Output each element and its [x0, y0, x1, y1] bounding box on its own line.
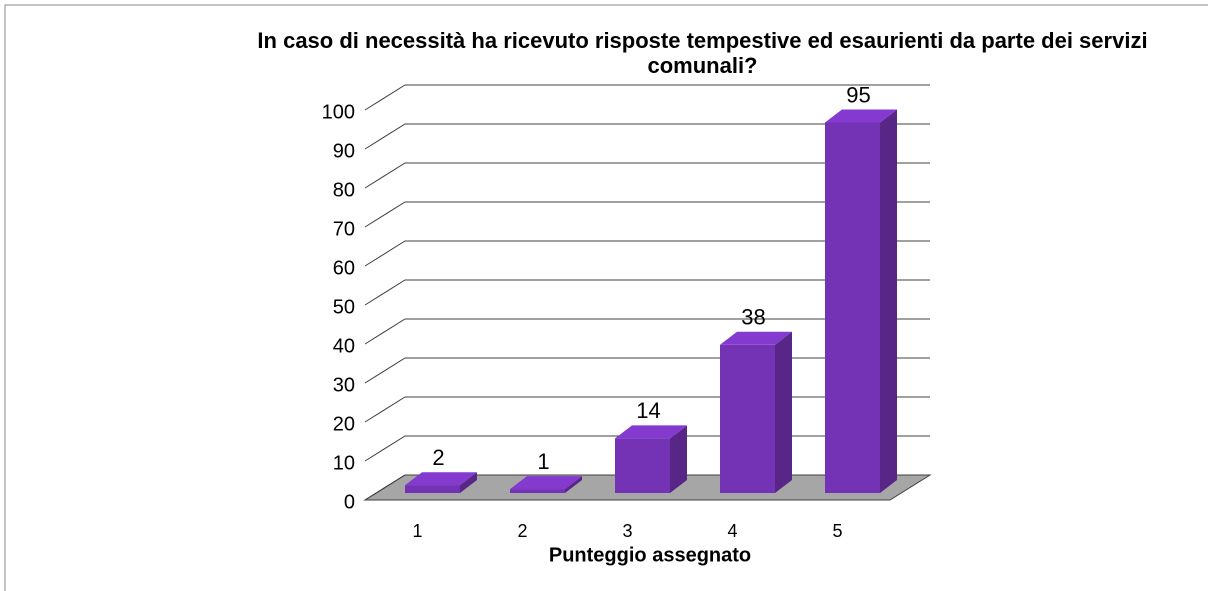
grid-line: [364, 162, 930, 189]
x-tick-label: 2: [517, 521, 527, 541]
value-label: 38: [741, 305, 765, 330]
bar-top: [720, 331, 792, 345]
bar: [615, 438, 670, 493]
value-label: 1: [537, 449, 549, 474]
bar-side: [880, 109, 897, 493]
value-label: 14: [636, 398, 660, 423]
chart-title: In caso di necessità ha ricevuto rispost…: [257, 28, 1148, 78]
y-tick-label: 50: [333, 296, 355, 318]
chart-frame: [4, 4, 1208, 591]
x-tick-label: 4: [727, 521, 737, 541]
bar-top: [615, 425, 687, 439]
y-tick-label: 60: [333, 257, 355, 279]
bar-top: [405, 472, 477, 486]
y-tick-label: 10: [333, 452, 355, 474]
grid-line: [364, 123, 930, 150]
bar: [720, 344, 775, 493]
y-tick-label: 70: [333, 218, 355, 240]
y-tick-label: 80: [333, 179, 355, 201]
y-tick-label: 90: [333, 140, 355, 162]
x-tick-label: 1: [412, 521, 422, 541]
x-tick-label: 3: [622, 521, 632, 541]
y-tick-label: 30: [333, 374, 355, 396]
y-tick-label: 20: [333, 413, 355, 435]
bar-side: [775, 331, 792, 493]
grid-line: [364, 279, 930, 306]
bar: [825, 122, 880, 493]
x-tick-label: 5: [832, 521, 842, 541]
grid-line: [364, 240, 930, 267]
y-tick-label: 0: [344, 491, 355, 513]
bar-side: [670, 425, 687, 493]
bar: [405, 485, 460, 493]
bar-top: [825, 109, 897, 123]
value-label: 2: [432, 445, 444, 470]
grid-line: [364, 84, 930, 111]
bar-side: [460, 472, 477, 493]
grid-line: [364, 201, 930, 228]
x-axis-label: Punteggio assegnato: [549, 544, 751, 566]
y-tick-label: 100: [322, 101, 355, 123]
y-tick-label: 40: [333, 335, 355, 357]
bar: [510, 489, 565, 493]
bar-side: [565, 476, 582, 493]
grid-line: [364, 318, 930, 345]
value-label: 95: [846, 82, 870, 107]
bar-top: [510, 476, 582, 490]
